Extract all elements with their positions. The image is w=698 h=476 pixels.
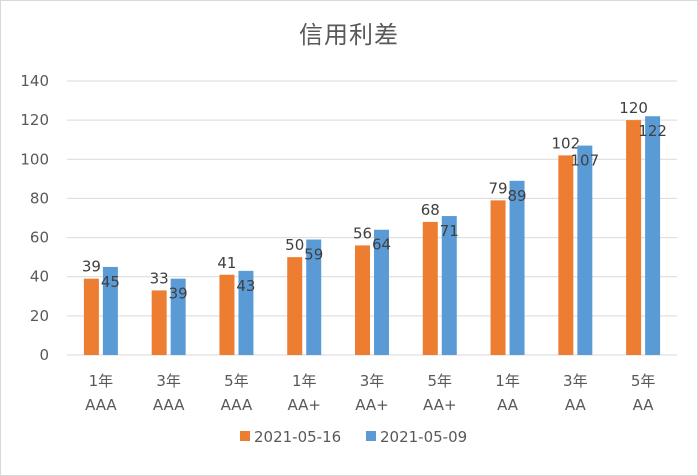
- x-tick-label: AAA: [153, 396, 185, 414]
- y-tick-label: 120: [20, 111, 49, 129]
- data-label: 56: [353, 224, 372, 242]
- x-tick-label: 3年: [563, 372, 588, 390]
- data-label: 39: [82, 258, 101, 276]
- x-tick-label: 5年: [428, 372, 453, 390]
- x-tick-label: AA: [633, 396, 655, 414]
- bar-2021-05-09: [577, 145, 593, 355]
- x-tick-label: AA+: [355, 396, 389, 414]
- bar-2021-05-16: [219, 274, 235, 355]
- y-tick-label: 40: [30, 268, 49, 286]
- y-tick-label: 20: [30, 307, 49, 325]
- bar-2021-05-09: [441, 216, 457, 355]
- bar-2021-05-16: [422, 221, 438, 355]
- bar-2021-05-16: [355, 245, 370, 355]
- data-label: 59: [304, 246, 323, 264]
- bar-2021-05-16: [626, 120, 642, 356]
- data-label: 107: [571, 152, 600, 170]
- data-label: 45: [101, 273, 120, 291]
- legend-swatch: [366, 431, 376, 441]
- y-tick-label: 60: [30, 229, 49, 247]
- x-tick-label: 1年: [495, 372, 520, 390]
- y-tick-label: 80: [30, 189, 49, 207]
- bar-2021-05-09: [170, 278, 186, 355]
- x-tick-label: 1年: [292, 372, 317, 390]
- bar-2021-05-09: [102, 266, 118, 355]
- data-label: 79: [489, 179, 508, 197]
- x-tick-label: AA+: [423, 396, 457, 414]
- y-tick-label: 140: [20, 72, 49, 90]
- bar-2021-05-09: [306, 239, 322, 355]
- bar-2021-05-09: [509, 180, 525, 355]
- x-tick-label: 1年: [89, 372, 114, 390]
- x-tick-label: 5年: [224, 372, 249, 390]
- data-label: 33: [150, 269, 169, 287]
- data-label: 68: [421, 201, 440, 219]
- x-tick-label: 3年: [360, 372, 385, 390]
- x-tick-label: AAA: [85, 396, 117, 414]
- data-label: 41: [217, 254, 236, 272]
- bar-2021-05-16: [287, 257, 303, 355]
- legend-label: 2021-05-09: [380, 428, 467, 446]
- bar-2021-05-09: [645, 116, 661, 355]
- data-label: 50: [285, 236, 304, 254]
- x-tick-label: AA: [565, 396, 587, 414]
- x-tick-label: AAA: [221, 396, 253, 414]
- data-label: 102: [552, 134, 581, 152]
- x-tick-label: AA: [497, 396, 519, 414]
- x-tick-label: AA+: [287, 396, 321, 414]
- data-label: 71: [440, 222, 459, 240]
- legend-label: 2021-05-16: [254, 428, 341, 446]
- bar-2021-05-16: [490, 200, 506, 355]
- data-label: 120: [619, 99, 648, 117]
- bar-2021-05-16: [151, 290, 167, 355]
- legend-swatch: [240, 431, 250, 441]
- data-label: 43: [236, 277, 255, 295]
- data-label: 39: [169, 285, 188, 303]
- bar-2021-05-09: [374, 229, 389, 355]
- data-label: 64: [372, 236, 391, 254]
- y-tick-label: 0: [39, 346, 49, 364]
- x-tick-label: 5年: [631, 372, 656, 390]
- y-tick-label: 100: [20, 150, 49, 168]
- data-label: 122: [638, 122, 667, 140]
- bar-2021-05-09: [238, 270, 254, 355]
- chart-title: 信用利差: [299, 21, 399, 49]
- x-tick-label: 3年: [156, 372, 181, 390]
- data-label: 89: [508, 187, 527, 205]
- bar-2021-05-16: [83, 278, 99, 355]
- bar-2021-05-16: [558, 155, 574, 355]
